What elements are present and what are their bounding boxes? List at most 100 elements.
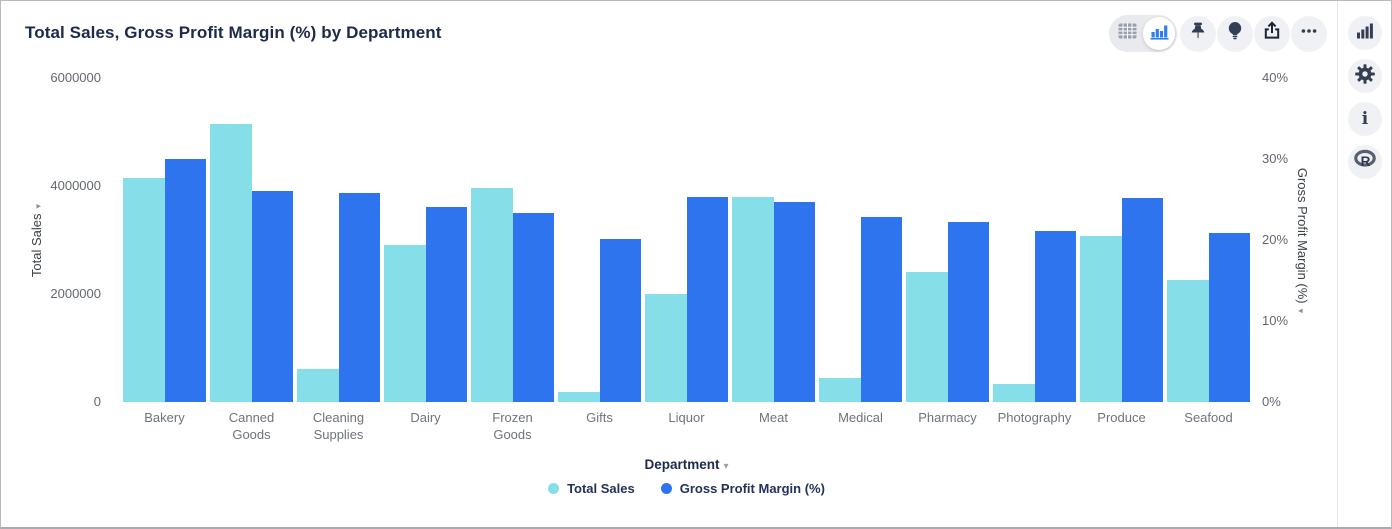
axis-tick-label: 0 — [93, 394, 101, 409]
category-label: Pharmacy — [918, 410, 977, 425]
left-axis-ticks: 0 2000000 4000000 6000000 — [1, 70, 101, 409]
bar-group — [817, 78, 904, 402]
category-label: Canned Goods — [228, 410, 275, 442]
export-icon — [1261, 20, 1283, 47]
right-axis-title-wrap: Gross Profit Margin (%) ▾ — [1289, 78, 1317, 402]
gear-icon — [1354, 63, 1376, 90]
info-button[interactable]: i — [1348, 102, 1382, 136]
axis-tick-label: 20% — [1262, 232, 1289, 247]
table-view-button[interactable] — [1111, 17, 1143, 50]
bar[interactable] — [210, 123, 252, 402]
bar-group — [382, 78, 469, 402]
legend-dot-icon — [660, 483, 672, 494]
svg-text:R: R — [1361, 154, 1371, 169]
bar[interactable] — [860, 217, 902, 402]
legend-item[interactable]: Gross Profit Margin (%) — [660, 481, 825, 496]
chart-view-button[interactable] — [1143, 17, 1175, 50]
bar[interactable] — [645, 294, 687, 402]
pin-button[interactable] — [1180, 15, 1216, 52]
insights-button[interactable] — [1217, 15, 1253, 52]
category-label: Dairy — [410, 410, 441, 425]
x-axis-title-dropdown[interactable]: Department ▾ — [121, 457, 1252, 472]
axis-tick-label: 30% — [1262, 151, 1289, 166]
legend-dot-icon — [548, 483, 560, 494]
legend-label: Total Sales — [567, 481, 635, 496]
axis-tick-label: 6000000 — [50, 70, 101, 85]
view-toggle — [1109, 15, 1177, 52]
axis-tick-label: 40% — [1262, 70, 1289, 85]
category-label: Photography — [997, 410, 1072, 425]
bar-chart-icon — [1355, 21, 1375, 45]
chart-toolbar — [1109, 15, 1327, 52]
bar[interactable] — [512, 212, 554, 402]
settings-button[interactable] — [1348, 59, 1382, 93]
right-axis-sort-arrow-icon: ▾ — [1296, 308, 1307, 313]
bar-group — [295, 78, 382, 402]
more-options-button[interactable] — [1291, 15, 1327, 52]
bar-group — [121, 78, 208, 402]
table-icon — [1118, 23, 1137, 44]
category-label: Liquor — [668, 410, 705, 425]
bar[interactable] — [686, 197, 728, 402]
bar-group — [556, 78, 643, 402]
bar[interactable] — [338, 193, 380, 402]
bar[interactable] — [164, 159, 206, 402]
dropdown-arrow-icon: ▾ — [723, 461, 729, 472]
right-axis-title[interactable]: Gross Profit Margin (%) ▾ — [1296, 167, 1311, 312]
bar-group — [643, 78, 730, 402]
left-axis-title-wrap: Total Sales ▾ — [23, 78, 51, 402]
bar-group — [208, 78, 295, 402]
bar[interactable] — [297, 368, 339, 402]
left-axis-title[interactable]: Total Sales ▾ — [30, 203, 45, 276]
bar[interactable] — [1034, 231, 1076, 402]
chart-type-button[interactable] — [1348, 16, 1382, 50]
category-label: Cleaning Supplies — [312, 410, 365, 442]
category-label: Bakery — [144, 410, 185, 425]
category-label: Medical — [838, 410, 883, 425]
pin-icon — [1187, 20, 1209, 47]
x-axis-title-label: Department — [644, 457, 720, 472]
axis-tick-label: 2000000 — [50, 286, 101, 301]
bar[interactable] — [599, 239, 641, 402]
axis-tick-label: 10% — [1262, 313, 1289, 328]
bar[interactable] — [906, 271, 948, 402]
category-label: Produce — [1097, 410, 1146, 425]
bar[interactable] — [819, 378, 861, 402]
bar[interactable] — [251, 191, 293, 402]
bar[interactable] — [947, 222, 989, 402]
right-axis-ticks: 0% 10% 20% 30% 40% — [1262, 70, 1322, 409]
bar[interactable] — [384, 245, 426, 402]
bar[interactable] — [558, 391, 600, 402]
bar-group — [991, 78, 1078, 402]
export-button[interactable] — [1254, 15, 1290, 52]
x-axis-labels: Bakery Canned Goods Cleaning Supplies Dairy… — [121, 409, 1252, 443]
right-axis-title-label: Gross Profit Margin (%) — [1295, 167, 1311, 304]
legend-item[interactable]: Total Sales — [548, 481, 635, 496]
bar[interactable] — [732, 196, 774, 402]
bar[interactable] — [1121, 197, 1163, 402]
chart-legend: Total Sales Gross Profit Margin (%) — [121, 481, 1252, 496]
bar[interactable] — [123, 177, 165, 402]
bar[interactable] — [773, 201, 815, 402]
bar[interactable] — [1208, 232, 1250, 402]
axis-tick-label: 0% — [1262, 394, 1281, 409]
right-rail: i R — [1337, 1, 1391, 527]
r-logo-button[interactable]: R — [1348, 145, 1382, 179]
bar[interactable] — [471, 187, 513, 402]
lightbulb-icon — [1224, 20, 1246, 47]
bar-group — [469, 78, 556, 402]
bar[interactable] — [993, 384, 1035, 402]
bar-group — [904, 78, 991, 402]
bar[interactable] — [1167, 280, 1209, 402]
bar-group — [1165, 78, 1252, 402]
page-title: Total Sales, Gross Profit Margin (%) by … — [25, 23, 442, 42]
category-label: Meat — [759, 410, 788, 425]
legend-label: Gross Profit Margin (%) — [679, 481, 825, 496]
r-logo-icon: R — [1353, 149, 1377, 175]
category-label: Seafood — [1184, 410, 1233, 425]
bar[interactable] — [425, 206, 467, 402]
bar-group — [1078, 78, 1165, 402]
left-axis-title-label: Total Sales — [29, 212, 45, 277]
bar[interactable] — [1080, 236, 1122, 402]
